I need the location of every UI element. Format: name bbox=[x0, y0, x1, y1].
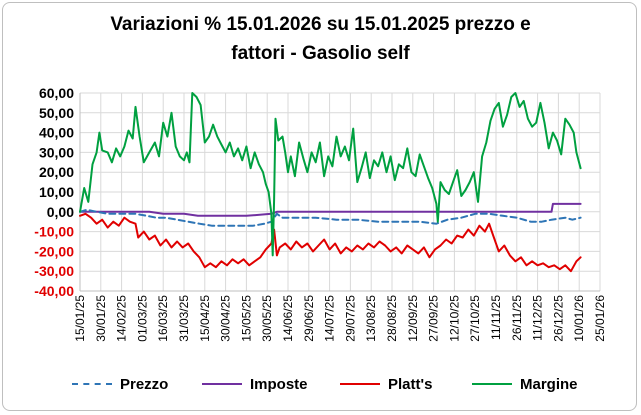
x-tick-label: 14/06/25 bbox=[281, 295, 295, 342]
y-tick-label: 30,00 bbox=[39, 144, 74, 160]
legend-label-prezzo: Prezzo bbox=[120, 375, 169, 393]
x-tick-label: 27/10/25 bbox=[468, 295, 482, 342]
series-line-imposte bbox=[79, 202, 582, 217]
legend-swatch-platts bbox=[340, 383, 380, 385]
x-tick-label: 30/04/25 bbox=[219, 295, 233, 342]
x-tick-label: 31/03/25 bbox=[177, 295, 191, 342]
y-tick-label: 10,00 bbox=[39, 184, 74, 200]
x-tick-label: 15/05/25 bbox=[239, 295, 253, 342]
chart-title: Variazioni % 15.01.2026 su 15.01.2025 pr… bbox=[0, 10, 641, 68]
x-tick-label: 13/08/25 bbox=[364, 295, 378, 342]
x-tick-label: 15/01/25 bbox=[73, 295, 87, 342]
x-tick-label: 25/01/26 bbox=[593, 295, 607, 342]
y-axis: 60,00 50,00 40,00 30,00 20,00 10,00 0,00 -10,00… bbox=[34, 85, 81, 299]
x-tick-label: 29/07/25 bbox=[343, 295, 357, 342]
series-line-prezzo bbox=[79, 208, 582, 227]
gridlines bbox=[79, 92, 601, 292]
chart-title-line-2: fattori - Gasolio self bbox=[231, 43, 410, 64]
y-tick-label: -40,00 bbox=[34, 283, 74, 299]
chart-frame bbox=[2, 2, 637, 411]
legend-label-imposte: Imposte bbox=[250, 375, 308, 393]
x-tick-label: 11/12/25 bbox=[531, 295, 545, 341]
x-tick-label: 01/03/25 bbox=[135, 295, 149, 342]
x-tick-label: 14/02/25 bbox=[115, 295, 129, 342]
x-axis: 15/01/25 30/01/25 14/02/25 01/03/25 16/03/25… bbox=[73, 290, 607, 342]
legend-label-margine: Margine bbox=[520, 375, 578, 393]
legend-item-platts: Platt's bbox=[340, 372, 432, 396]
legend: Prezzo Imposte Platt's Margine bbox=[0, 372, 641, 396]
y-tick-label: 20,00 bbox=[39, 164, 74, 180]
y-tick-label: 60,00 bbox=[39, 85, 74, 101]
x-tick-label: 29/06/25 bbox=[302, 295, 316, 342]
legend-swatch-prezzo bbox=[72, 383, 112, 385]
x-tick-label: 30/01/25 bbox=[94, 295, 108, 342]
y-tick-label: -20,00 bbox=[34, 243, 74, 259]
x-tick-label: 10/01/26 bbox=[572, 295, 586, 342]
series-lines bbox=[79, 92, 582, 273]
x-tick-label: 27/09/25 bbox=[427, 295, 441, 342]
legend-label-platts: Platt's bbox=[388, 375, 433, 393]
y-tick-label: -30,00 bbox=[34, 263, 74, 279]
y-tick-label: -10,00 bbox=[34, 224, 74, 240]
x-tick-label: 26/11/25 bbox=[510, 295, 524, 341]
x-tick-label: 14/07/25 bbox=[323, 295, 337, 342]
y-tick-label: 50,00 bbox=[39, 105, 74, 121]
legend-item-prezzo: Prezzo bbox=[72, 372, 168, 396]
series-line-platts bbox=[79, 212, 582, 273]
legend-item-imposte: Imposte bbox=[202, 372, 308, 396]
x-tick-label: 16/03/25 bbox=[156, 295, 170, 342]
chart-title-line-1: Variazioni % 15.01.2026 su 15.01.2025 pr… bbox=[110, 14, 531, 35]
y-tick-label: 40,00 bbox=[39, 125, 74, 141]
series-line-margine bbox=[79, 92, 582, 257]
x-tick-label: 11/11/25 bbox=[489, 295, 503, 340]
legend-item-margine: Margine bbox=[472, 372, 578, 396]
y-tick-label: 0,00 bbox=[47, 204, 74, 220]
x-tick-label: 26/12/25 bbox=[551, 295, 565, 342]
legend-swatch-imposte bbox=[202, 383, 242, 385]
x-tick-label: 30/05/25 bbox=[260, 295, 274, 342]
x-tick-label: 28/08/25 bbox=[385, 295, 399, 342]
x-tick-label: 12/10/25 bbox=[447, 295, 461, 342]
x-tick-label: 15/04/25 bbox=[198, 295, 212, 342]
legend-swatch-margine bbox=[472, 383, 512, 385]
x-tick-label: 12/09/25 bbox=[406, 295, 420, 342]
